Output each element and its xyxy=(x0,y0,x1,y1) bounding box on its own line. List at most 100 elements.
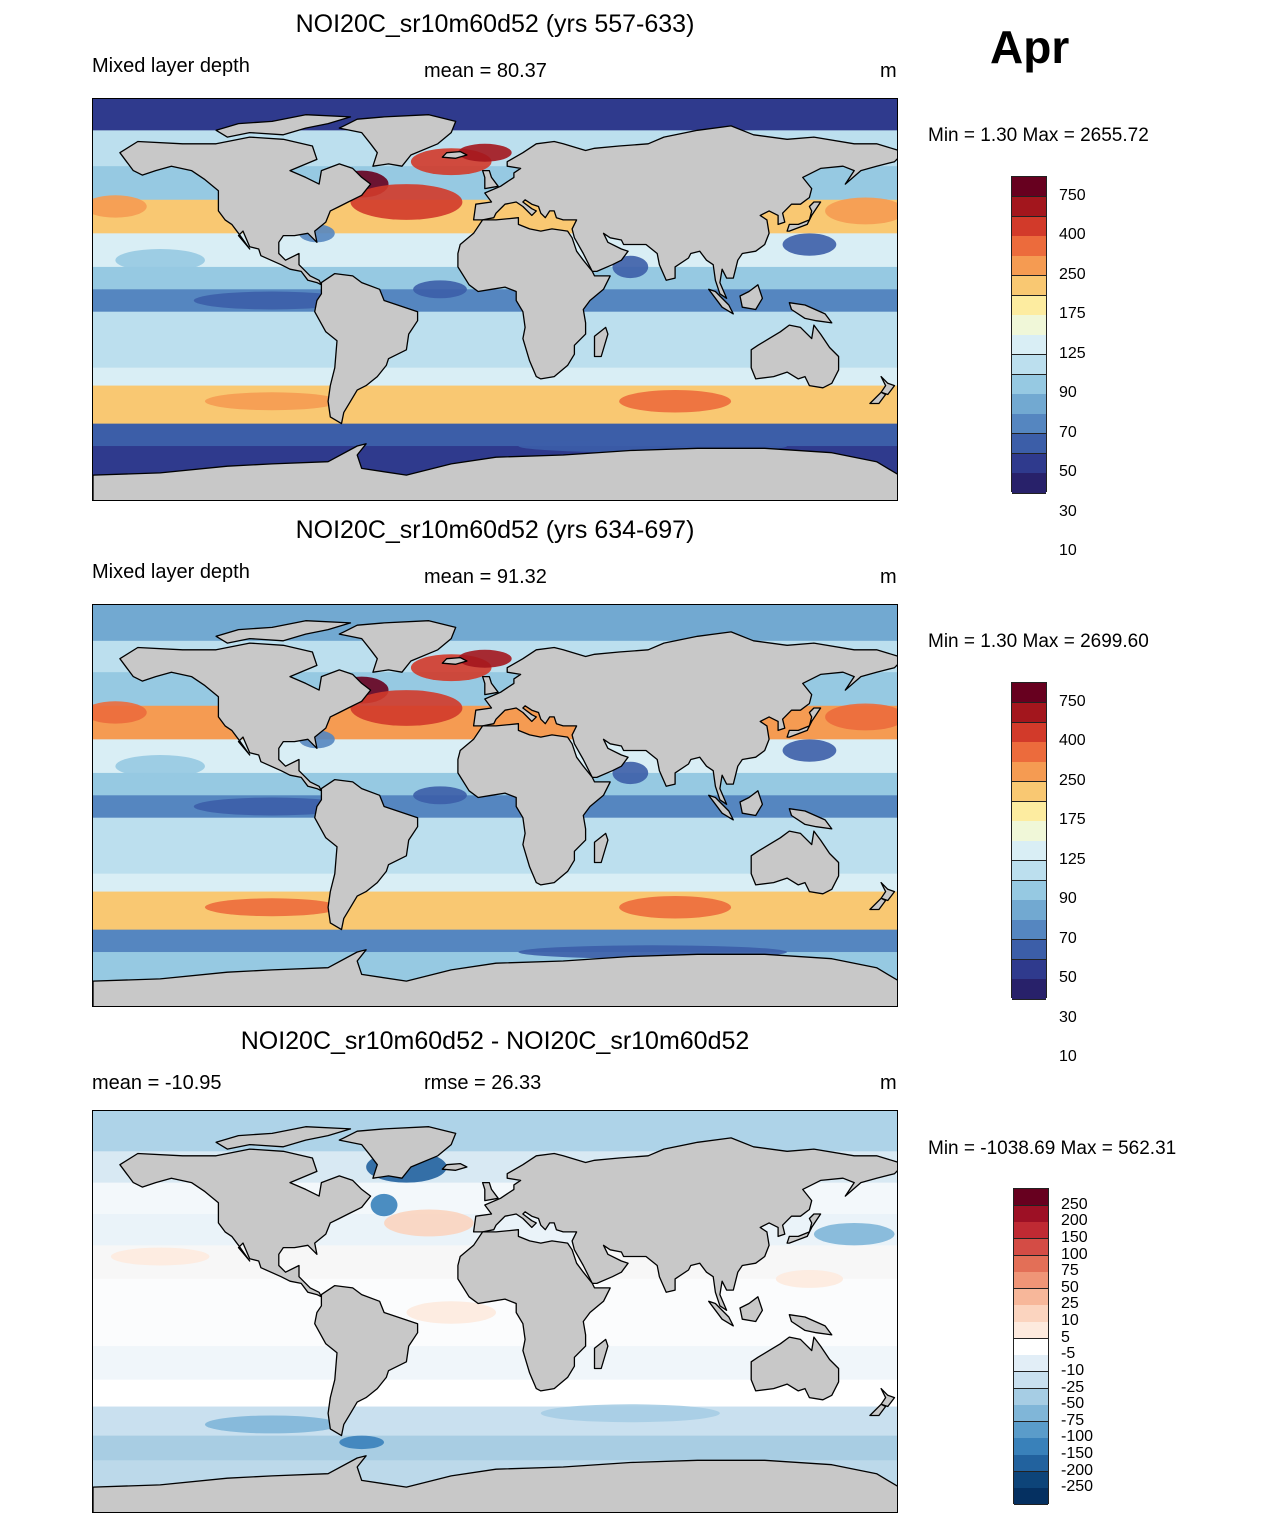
land-uk xyxy=(481,169,499,190)
land-iceland xyxy=(441,1162,468,1171)
land-arcticIslands xyxy=(215,114,352,138)
land-africa xyxy=(457,217,611,380)
colorbar-swatch xyxy=(1014,1322,1048,1340)
colorbar-swatch xyxy=(1014,1255,1048,1273)
land-uk xyxy=(481,1181,499,1202)
ocean-anomaly-patch xyxy=(825,703,897,731)
colorbar-swatch xyxy=(1012,374,1046,395)
ocean-anomaly-patch xyxy=(775,1269,844,1288)
ocean-anomaly-patch xyxy=(193,291,351,310)
ocean-anomaly-patch xyxy=(619,896,732,919)
colorbar-label: 175 xyxy=(1059,811,1086,829)
panel-1-units: m xyxy=(880,60,897,82)
ocean-anomaly-patch xyxy=(413,786,467,805)
colorbar-label: 175 xyxy=(1059,305,1086,323)
world-map-canvas xyxy=(93,99,897,500)
colorbar-swatch xyxy=(1014,1272,1048,1290)
colorbar-swatch xyxy=(1014,1205,1048,1223)
land-australia xyxy=(750,324,840,389)
colorbar-swatch xyxy=(1012,216,1046,237)
panel-1-title: NOI20C_sr10m60d52 (yrs 557-633) xyxy=(295,10,695,38)
colorbar-swatch xyxy=(1012,821,1046,842)
ocean-anomaly-patch xyxy=(612,255,649,279)
land-northAmerica xyxy=(119,136,372,286)
ocean-anomaly-patch xyxy=(825,197,897,225)
colorbar-swatch xyxy=(1012,920,1046,941)
colorbar-label: 150 xyxy=(1061,1228,1088,1246)
panel-2-map xyxy=(92,604,898,1007)
colorbar-label: -100 xyxy=(1061,1428,1094,1446)
colorbar-swatch xyxy=(1012,275,1046,296)
ocean-field-band xyxy=(93,1111,897,1153)
colorbar-label: 250 xyxy=(1061,1195,1088,1213)
colorbar-frame xyxy=(1011,682,1047,1000)
colorbar-swatch xyxy=(1012,841,1046,862)
colorbar-swatch xyxy=(1012,433,1046,454)
ocean-anomaly-patch xyxy=(350,184,463,220)
land-antarctica xyxy=(93,443,897,500)
colorbar-frame xyxy=(1011,176,1047,494)
land-greenland xyxy=(338,114,457,167)
colorbar-label: 50 xyxy=(1061,1278,1079,1296)
ocean-field-band xyxy=(93,605,897,642)
land-borneo xyxy=(739,284,764,311)
colorbar-label: 25 xyxy=(1061,1295,1079,1313)
colorbar-swatch xyxy=(1012,453,1046,474)
ocean-anomaly-patch xyxy=(339,1435,385,1450)
ocean-anomaly-patch xyxy=(540,1404,720,1423)
ocean-anomaly-patch xyxy=(204,392,340,411)
land-africa xyxy=(457,1229,611,1392)
land-eurasia xyxy=(472,1137,897,1311)
land-africa xyxy=(457,723,611,886)
ocean-field-band xyxy=(93,1435,897,1462)
ocean-field-band xyxy=(93,99,897,132)
colorbar-frame xyxy=(1013,1188,1049,1506)
land-nz2 xyxy=(869,391,887,405)
land-arcticIslands xyxy=(215,1126,352,1150)
land-antarctica xyxy=(93,949,897,1006)
land-northAmerica xyxy=(119,1148,372,1298)
panel-2-minmax: Min = 1.30 Max = 2699.60 xyxy=(928,631,1149,652)
colorbar-label: 10 xyxy=(1059,1048,1077,1066)
colorbar-swatch xyxy=(1014,1471,1048,1489)
ocean-anomaly-patch xyxy=(384,1209,474,1237)
colorbar-swatch xyxy=(1014,1305,1048,1323)
land-southAmerica xyxy=(314,778,419,931)
ocean-anomaly-patch xyxy=(782,233,837,256)
land-nz2 xyxy=(869,897,887,911)
ocean-anomaly-patch xyxy=(93,195,147,218)
land-japan xyxy=(786,707,822,738)
colorbar-label: 30 xyxy=(1059,502,1077,520)
panel-3-title: NOI20C_sr10m60d52 - NOI20C_sr10m60d52 xyxy=(240,1027,750,1055)
land-greenland xyxy=(338,1126,457,1179)
colorbar-swatch xyxy=(1012,335,1046,356)
colorbar-swatch xyxy=(1012,315,1046,336)
land-uk xyxy=(481,675,499,696)
ocean-anomaly-patch xyxy=(413,280,467,299)
colorbar-swatch xyxy=(1012,781,1046,802)
colorbar-swatch xyxy=(1012,979,1046,1000)
colorbar-label: -250 xyxy=(1061,1478,1094,1496)
colorbar-label: 10 xyxy=(1059,542,1077,560)
land-madagascar xyxy=(593,326,609,358)
panel-2-title: NOI20C_sr10m60d52 (yrs 634-697) xyxy=(295,516,695,544)
ocean-anomaly-patch xyxy=(406,1301,496,1324)
land-southAmerica xyxy=(314,1284,419,1437)
colorbar-label: -25 xyxy=(1061,1378,1085,1396)
colorbar-swatch xyxy=(1014,1355,1048,1373)
ocean-anomaly-patch xyxy=(457,143,512,162)
colorbar-swatch xyxy=(1014,1388,1048,1406)
colorbar-label: -75 xyxy=(1061,1411,1085,1429)
colorbar-label: 250 xyxy=(1059,265,1086,283)
colorbar-label: -50 xyxy=(1061,1395,1085,1413)
colorbar-label: 50 xyxy=(1059,463,1077,481)
land-arcticIslands xyxy=(215,620,352,644)
ocean-field-band xyxy=(93,873,897,893)
land-sumatra xyxy=(708,1300,734,1327)
colorbar-swatch xyxy=(1012,177,1046,198)
colorbar-swatch xyxy=(1012,762,1046,783)
colorbar-label: 50 xyxy=(1059,969,1077,987)
colorbar-label: 90 xyxy=(1059,890,1077,908)
land-nz xyxy=(880,375,896,396)
ocean-anomaly-patch xyxy=(619,390,732,413)
